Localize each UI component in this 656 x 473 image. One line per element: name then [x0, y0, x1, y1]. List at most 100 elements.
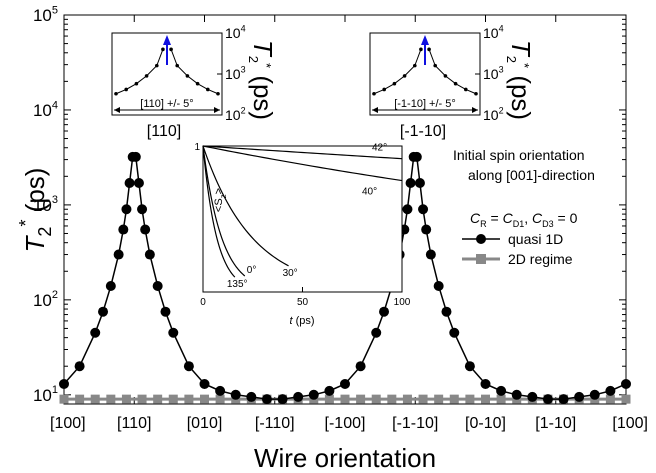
series-2d-regime-point — [356, 394, 366, 404]
inset-right-branch-line-0 — [373, 49, 422, 95]
series-quasi-1d-point — [137, 204, 148, 215]
series-2d-regime-point — [106, 394, 116, 404]
series-2d-regime-point — [496, 394, 506, 404]
annotation-line-2: along [001]-direction — [468, 167, 595, 183]
inset-right-series — [372, 47, 478, 96]
series-2d-regime-point — [449, 394, 459, 404]
series-2d-regime-point — [168, 394, 178, 404]
inset-left-branch-point — [124, 87, 128, 92]
inset-left-branch-point — [169, 47, 173, 52]
inset-left-range-arrowhead-left — [114, 107, 120, 113]
series-quasi-1d-point — [449, 327, 460, 338]
main-x-tick-label-8: [100] — [612, 415, 648, 432]
main-y-tick-label-3: 104 — [33, 99, 58, 120]
series-quasi-1d-point — [433, 280, 444, 291]
main-series — [59, 151, 631, 405]
legend-label-quasi-1d: quasi 1D — [508, 231, 563, 247]
series-2d-regime-point — [434, 394, 444, 404]
inset-right-branch-point — [427, 47, 431, 52]
inset-right-branch-point — [372, 91, 376, 96]
inset-left-y-tick-label-2: 104 — [225, 24, 246, 41]
inset-left-branch-point — [155, 63, 159, 68]
main-x-tick-label-1: [110] — [117, 415, 151, 432]
series-quasi-1d-point — [98, 306, 109, 317]
annotation-line-1: Initial spin orientation — [453, 147, 585, 163]
inset-center-y-tick-label-top: 1 — [194, 142, 200, 153]
series-quasi-1d-point — [511, 389, 522, 400]
inset-center-curve-4 — [202, 145, 403, 160]
series-quasi-1d-point — [418, 204, 429, 215]
inset-center-curve-label-4: 42° — [372, 143, 387, 154]
inset-right-x-label: [-1-10] — [400, 123, 446, 140]
inset-left-110: 102 103 104 [110] +/- 5° [110] T2* (ps) — [111, 24, 278, 140]
series-quasi-1d-point — [130, 151, 141, 162]
series-2d-regime-point — [387, 394, 397, 404]
series-2d-regime-point — [153, 394, 163, 404]
inset-right-branch-point — [382, 87, 387, 92]
inset-center-curve-label-2: 30° — [283, 268, 298, 279]
inset-left-y-tick-label-0: 102 — [225, 106, 246, 123]
inset-right-branch-point — [413, 63, 417, 68]
inset-left-series — [114, 47, 220, 96]
inset-center-y-label: <Sz> — [213, 188, 228, 212]
series-2d-regime-point — [465, 394, 475, 404]
main-y-axis-label: T2* (ps) — [16, 168, 55, 253]
inset-left-branch-point — [206, 87, 210, 92]
series-2d-regime-point — [90, 394, 100, 404]
series-quasi-1d-point — [324, 385, 335, 396]
series-quasi-1d-point — [118, 224, 129, 235]
series-2d-regime-point — [121, 394, 131, 404]
series-quasi-1d-point — [261, 394, 272, 405]
inset-right-branch-point — [453, 81, 458, 86]
inset-center-ticks: 0 50 100 1 — [194, 142, 410, 308]
main-x-tick-label-5: [-1-10] — [392, 415, 438, 432]
series-2d-regime-point — [418, 394, 428, 404]
main-x-tick-label-6: [0-10] — [465, 415, 506, 432]
legend-marker-2d-regime — [476, 254, 486, 264]
inset-right-range-arrowhead-right — [472, 107, 478, 113]
inset-right-y-tick-label-1: 103 — [483, 65, 504, 82]
inset-center-series: 0° 135° 30° 40° 42° — [202, 143, 403, 290]
inset-right-y-tick-label-2: 104 — [483, 24, 504, 41]
series-quasi-1d-point — [152, 280, 163, 291]
series-quasi-1d-point — [230, 389, 241, 400]
inset-right-branch-point — [443, 74, 448, 78]
main-y-tick-label-2: 103 — [33, 194, 58, 215]
series-quasi-1d-point — [480, 378, 491, 389]
series-quasi-1d-point — [121, 204, 132, 215]
series-2d-regime-point — [184, 394, 194, 404]
series-quasi-1d-point — [124, 178, 135, 189]
series-quasi-1d-point — [215, 385, 226, 396]
inset-left-branch-line-0 — [115, 49, 164, 95]
series-quasi-1d-point — [308, 389, 319, 400]
inset-left-branch-point — [185, 74, 190, 78]
main-plot: 101 102 103 104 105 [100] [110] [010] [-110] [-1… — [16, 4, 648, 473]
series-2d-regime-point — [371, 394, 381, 404]
inset-left-y-label: T2* (ps) — [246, 40, 278, 120]
inset-right-y-label: T2* (ps) — [504, 40, 536, 120]
inset-right-y-tick-label-0: 102 — [483, 106, 504, 123]
inset-center-curve-1 — [202, 145, 236, 278]
inset-center-curve-2 — [202, 145, 289, 267]
series-quasi-1d-point — [199, 378, 210, 389]
series-2d-regime-point — [402, 394, 412, 404]
main-x-tick-label-0: [100] — [50, 415, 86, 432]
legend-marker-quasi-1d — [476, 234, 486, 244]
inset-center-curve-label-3: 40° — [362, 187, 377, 198]
inset-right-minus110: 102 103 104 [-1-10] +/- 5° [-1-10] T2* (ps… — [369, 24, 536, 140]
legend-title: CR = CD1, CD3 = 0 — [470, 210, 578, 229]
inset-right-y-ticks: 102 103 104 — [475, 24, 504, 123]
main-x-tick-label-3: [-110] — [255, 415, 295, 432]
inset-right-branch-point — [464, 87, 468, 92]
series-quasi-1d-point — [168, 327, 179, 338]
main-x-tick-label-2: [010] — [187, 415, 223, 432]
inset-center-curve-3 — [202, 145, 403, 182]
inset-left-branch-point — [175, 63, 179, 68]
inset-center-curve-label-1: 135° — [227, 279, 248, 290]
series-quasi-1d-point — [621, 378, 631, 389]
inset-right-arrow-icon — [421, 35, 429, 65]
series-quasi-1d-point — [113, 249, 124, 260]
series-quasi-1d-point — [133, 178, 144, 189]
series-quasi-1d-point — [59, 378, 69, 389]
series-2d-regime-point — [137, 394, 147, 404]
